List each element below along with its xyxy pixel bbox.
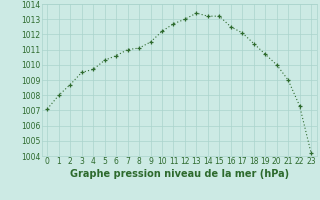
X-axis label: Graphe pression niveau de la mer (hPa): Graphe pression niveau de la mer (hPa) (70, 169, 289, 179)
